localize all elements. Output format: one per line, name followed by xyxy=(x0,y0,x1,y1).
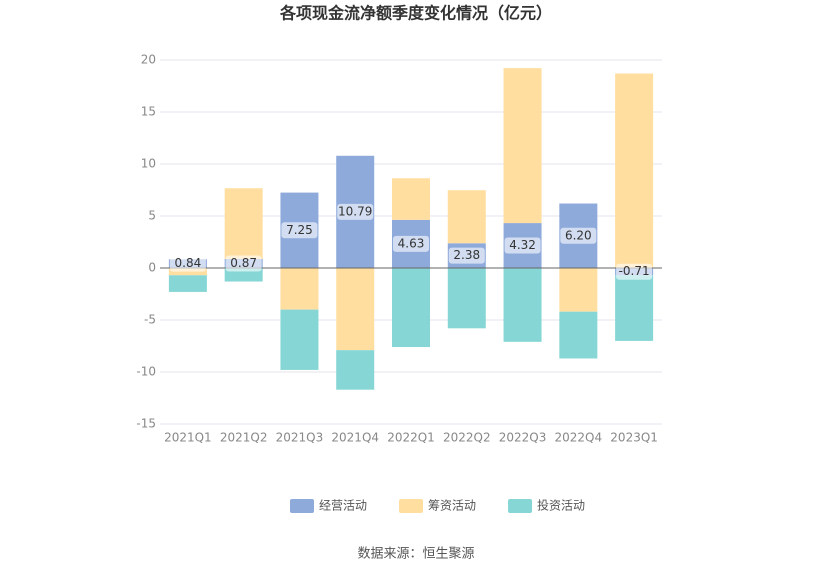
bar-segment xyxy=(503,268,542,342)
x-tick-label: 2021Q3 xyxy=(276,431,324,445)
x-tick-label: 2022Q3 xyxy=(499,431,547,445)
x-tick-label: 2021Q4 xyxy=(331,431,379,445)
value-label: 10.79 xyxy=(338,204,372,218)
legend-label: 经营活动 xyxy=(319,499,367,513)
value-label: 0.84 xyxy=(175,256,202,270)
chart-title: 各项现金流净额季度变化情况（亿元） xyxy=(279,4,552,23)
bar-segment xyxy=(168,275,207,292)
bar-segment xyxy=(559,268,598,312)
bar-segment xyxy=(447,268,486,329)
legend-label: 筹资活动 xyxy=(428,499,476,513)
value-label-bg xyxy=(281,222,318,239)
value-label-bg xyxy=(616,263,653,280)
legend-swatch xyxy=(508,499,533,513)
value-label: 7.25 xyxy=(286,223,313,237)
bar-segment xyxy=(336,350,375,390)
x-tick-label: 2023Q1 xyxy=(610,431,658,445)
y-tick-label: -5 xyxy=(144,313,156,327)
bar-segment xyxy=(503,68,542,224)
legend-swatch xyxy=(290,499,314,513)
value-label: 4.32 xyxy=(509,238,536,252)
y-tick-label: 20 xyxy=(141,53,156,67)
y-tick-label: 15 xyxy=(141,105,156,119)
x-tick-label: 2022Q2 xyxy=(443,431,491,445)
value-label: -0.71 xyxy=(619,264,650,278)
x-tick-label: 2021Q2 xyxy=(220,431,268,445)
x-tick-label: 2022Q4 xyxy=(555,431,603,445)
y-tick-label: 10 xyxy=(141,157,156,171)
bar-segment xyxy=(559,311,598,359)
value-label: 4.63 xyxy=(398,236,425,250)
bar-segment xyxy=(615,73,654,269)
value-label-bg xyxy=(560,227,597,244)
value-label-bg xyxy=(337,203,374,220)
y-tick-label: 5 xyxy=(148,209,156,223)
value-label-bg xyxy=(225,255,262,272)
value-label: 6.20 xyxy=(565,228,592,242)
bar-segment xyxy=(447,190,486,244)
x-tick-label: 2022Q1 xyxy=(387,431,435,445)
bar-segment xyxy=(615,275,654,341)
bar-segment xyxy=(224,188,263,259)
legend-label: 投资活动 xyxy=(537,498,585,513)
legend-swatch xyxy=(399,499,424,513)
value-label: 2.38 xyxy=(453,248,480,262)
bar-segment xyxy=(336,268,375,351)
y-tick-label: -10 xyxy=(136,365,156,379)
bar-segment xyxy=(392,178,430,220)
value-label-bg xyxy=(448,247,485,264)
y-tick-label: -15 xyxy=(136,417,156,431)
value-label: 0.87 xyxy=(230,256,257,270)
value-label-bg xyxy=(169,255,206,272)
y-tick-label: 0 xyxy=(148,261,156,275)
x-tick-label: 2021Q1 xyxy=(164,431,212,445)
bar-segment xyxy=(280,268,319,310)
bar-segment xyxy=(168,268,207,276)
source-note: 数据来源：恒生聚源 xyxy=(357,547,474,562)
value-label-bg xyxy=(393,235,429,252)
bar-segment xyxy=(392,268,430,348)
bar-segment xyxy=(280,309,319,370)
value-label-bg xyxy=(504,237,541,254)
